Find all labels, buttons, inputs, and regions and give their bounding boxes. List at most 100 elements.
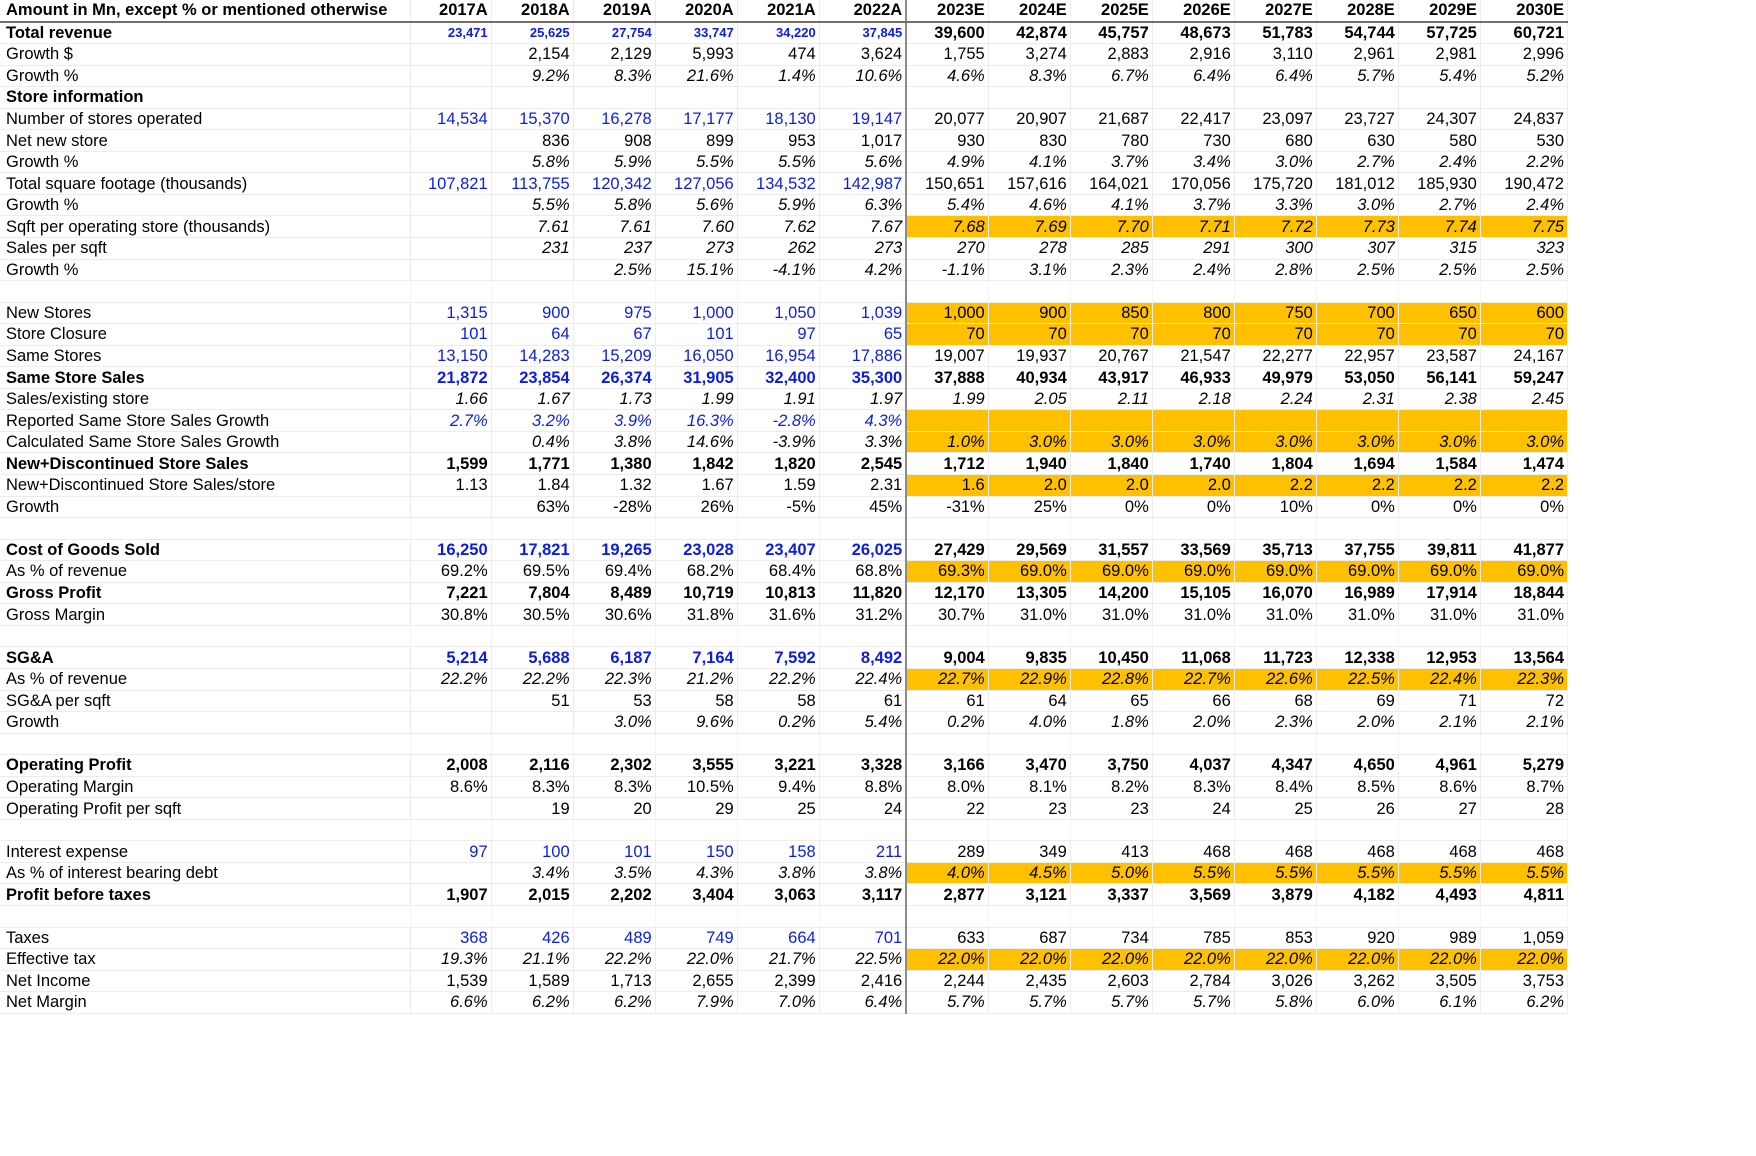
- value-cell[interactable]: 22.5%: [819, 948, 908, 971]
- value-cell[interactable]: 7.61: [573, 215, 656, 239]
- value-cell[interactable]: 7,164: [655, 646, 738, 669]
- row-label-cell[interactable]: Growth %: [0, 151, 411, 174]
- value-cell[interactable]: [1398, 86, 1481, 109]
- value-cell[interactable]: 7.70: [1070, 215, 1153, 239]
- value-cell[interactable]: 5.5%: [1152, 862, 1235, 885]
- value-cell[interactable]: [1234, 280, 1317, 303]
- value-cell[interactable]: 6.4%: [1234, 65, 1317, 88]
- value-cell[interactable]: 6,187: [573, 646, 656, 669]
- row-label-cell[interactable]: [0, 733, 411, 756]
- value-cell[interactable]: 14.6%: [655, 431, 738, 454]
- value-cell[interactable]: [1398, 819, 1481, 842]
- value-cell[interactable]: 785: [1152, 927, 1235, 950]
- value-cell[interactable]: 23,097: [1234, 108, 1317, 131]
- value-cell[interactable]: 5,688: [491, 646, 574, 669]
- value-cell[interactable]: [737, 86, 820, 109]
- value-cell[interactable]: 25%: [988, 496, 1071, 519]
- value-cell[interactable]: [410, 129, 492, 152]
- value-cell[interactable]: 5,993: [655, 43, 738, 66]
- value-cell[interactable]: 27,754: [573, 21, 656, 45]
- row-label-cell[interactable]: Growth %: [0, 65, 411, 88]
- header-year-cell[interactable]: 2020A: [655, 0, 738, 23]
- value-cell[interactable]: 3.0%: [988, 431, 1071, 454]
- value-cell[interactable]: 22.4%: [819, 668, 908, 691]
- value-cell[interactable]: 2,244: [906, 970, 989, 993]
- row-label-cell[interactable]: As % of revenue: [0, 560, 411, 583]
- value-cell[interactable]: [906, 625, 989, 648]
- value-cell[interactable]: 3.0%: [1316, 431, 1399, 454]
- row-label-cell[interactable]: Growth %: [0, 259, 411, 282]
- header-year-cell[interactable]: 2028E: [1316, 0, 1399, 23]
- value-cell[interactable]: 2.45: [1480, 388, 1569, 411]
- value-cell[interactable]: [410, 194, 492, 217]
- value-cell[interactable]: 4.9%: [906, 151, 989, 174]
- value-cell[interactable]: 2.38: [1398, 388, 1481, 411]
- value-cell[interactable]: 22.7%: [906, 668, 989, 691]
- value-cell[interactable]: 16,954: [737, 345, 820, 368]
- value-cell[interactable]: 10.5%: [655, 776, 738, 799]
- value-cell[interactable]: 23,854: [491, 366, 574, 389]
- value-cell[interactable]: 67: [573, 323, 656, 346]
- value-cell[interactable]: 22.0%: [1398, 948, 1481, 971]
- value-cell[interactable]: 19,937: [988, 345, 1071, 368]
- value-cell[interactable]: [988, 409, 1071, 432]
- value-cell[interactable]: 2.5%: [1316, 259, 1399, 282]
- row-label-cell[interactable]: Operating Profit per sqft: [0, 797, 411, 820]
- value-cell[interactable]: 1,050: [737, 302, 820, 325]
- value-cell[interactable]: 7.60: [655, 215, 738, 239]
- value-cell[interactable]: 468: [1234, 840, 1317, 863]
- value-cell[interactable]: 22.2%: [737, 668, 820, 691]
- value-cell[interactable]: 69.2%: [410, 560, 492, 583]
- value-cell[interactable]: 0.4%: [491, 431, 574, 454]
- value-cell[interactable]: 8.3%: [988, 65, 1071, 88]
- value-cell[interactable]: 120,342: [573, 172, 656, 195]
- value-cell[interactable]: 3,063: [737, 883, 820, 906]
- value-cell[interactable]: 61: [906, 690, 989, 713]
- row-label-cell[interactable]: Profit before taxes: [0, 883, 411, 906]
- value-cell[interactable]: [906, 819, 989, 842]
- value-cell[interactable]: 20: [573, 797, 656, 820]
- value-cell[interactable]: 1,059: [1480, 927, 1569, 950]
- value-cell[interactable]: [737, 905, 820, 928]
- value-cell[interactable]: [1316, 86, 1399, 109]
- row-label-cell[interactable]: Growth: [0, 711, 411, 734]
- value-cell[interactable]: [988, 905, 1071, 928]
- value-cell[interactable]: 2,154: [491, 43, 574, 66]
- value-cell[interactable]: [491, 819, 574, 842]
- value-cell[interactable]: 17,886: [819, 345, 908, 368]
- value-cell[interactable]: 22.0%: [1152, 948, 1235, 971]
- value-cell[interactable]: 158: [737, 840, 820, 863]
- value-cell[interactable]: 701: [819, 927, 908, 950]
- value-cell[interactable]: 5.0%: [1070, 862, 1153, 885]
- value-cell[interactable]: 49,979: [1234, 366, 1317, 389]
- value-cell[interactable]: [410, 151, 492, 174]
- value-cell[interactable]: 25: [1234, 797, 1317, 820]
- value-cell[interactable]: 26,374: [573, 366, 656, 389]
- value-cell[interactable]: 7.69: [988, 215, 1071, 239]
- value-cell[interactable]: 4.2%: [819, 259, 908, 282]
- value-cell[interactable]: 35,713: [1234, 539, 1317, 562]
- value-cell[interactable]: 6.2%: [491, 991, 574, 1014]
- value-cell[interactable]: [906, 733, 989, 756]
- value-cell[interactable]: 4.3%: [655, 862, 738, 885]
- value-cell[interactable]: 19,265: [573, 539, 656, 562]
- value-cell[interactable]: [410, 517, 492, 540]
- value-cell[interactable]: 5.6%: [819, 151, 908, 174]
- value-cell[interactable]: 21,547: [1152, 345, 1235, 368]
- value-cell[interactable]: 6.2%: [573, 991, 656, 1014]
- value-cell[interactable]: 1,539: [410, 970, 492, 993]
- value-cell[interactable]: 28: [1480, 797, 1569, 820]
- value-cell[interactable]: 211: [819, 840, 908, 863]
- value-cell[interactable]: 3.7%: [1152, 194, 1235, 217]
- value-cell[interactable]: 3.8%: [819, 862, 908, 885]
- value-cell[interactable]: 530: [1480, 129, 1569, 152]
- value-cell[interactable]: [819, 905, 908, 928]
- value-cell[interactable]: 7,804: [491, 582, 574, 605]
- row-label-cell[interactable]: Growth $: [0, 43, 411, 66]
- value-cell[interactable]: 5,214: [410, 646, 492, 669]
- value-cell[interactable]: 2.2: [1234, 474, 1317, 497]
- value-cell[interactable]: 70: [906, 323, 989, 346]
- value-cell[interactable]: [491, 625, 574, 648]
- value-cell[interactable]: 31.0%: [1316, 603, 1399, 626]
- value-cell[interactable]: 1,584: [1398, 452, 1481, 476]
